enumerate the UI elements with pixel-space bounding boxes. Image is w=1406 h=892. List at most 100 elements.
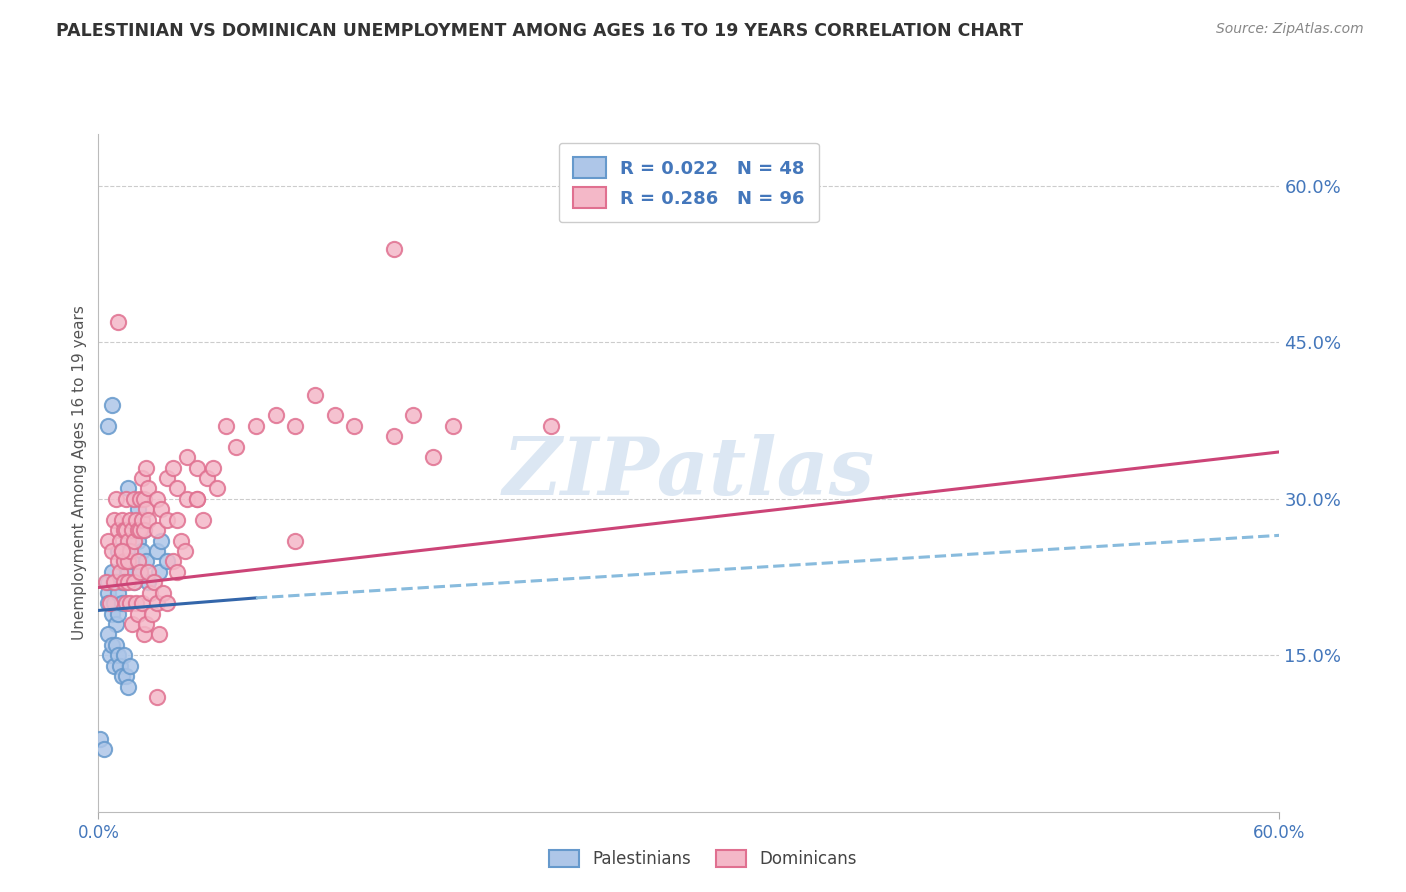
Legend: R = 0.022   N = 48, R = 0.286   N = 96: R = 0.022 N = 48, R = 0.286 N = 96 (558, 143, 820, 222)
Point (135, 460, 157, 475)
Point (156, 513, 179, 527)
Point (441, 418, 464, 433)
Point (107, 554, 129, 568)
Point (402, 409, 425, 423)
Point (115, 491, 138, 506)
Point (103, 575, 125, 590)
Point (131, 544, 153, 558)
Point (107, 544, 129, 558)
Point (150, 502, 173, 516)
Point (128, 565, 150, 579)
Point (112, 523, 135, 537)
Point (205, 482, 228, 496)
Point (422, 450, 444, 464)
Point (132, 627, 155, 641)
Point (122, 575, 145, 590)
Point (142, 575, 165, 590)
Point (284, 533, 307, 548)
Point (132, 523, 155, 537)
Point (131, 513, 153, 527)
Point (128, 523, 150, 537)
Point (105, 617, 128, 632)
Point (117, 482, 139, 496)
Point (107, 585, 129, 599)
Point (122, 491, 145, 506)
Point (117, 680, 139, 694)
Point (97, 596, 120, 610)
Point (225, 440, 247, 454)
Point (382, 429, 405, 443)
Point (127, 554, 149, 568)
Point (343, 418, 366, 433)
Point (136, 513, 159, 527)
Point (97, 575, 120, 590)
Point (148, 627, 170, 641)
Point (105, 638, 128, 652)
Point (156, 554, 179, 568)
Point (108, 658, 131, 673)
Point (111, 575, 134, 590)
Point (166, 513, 188, 527)
Point (118, 544, 141, 558)
Point (136, 565, 159, 579)
Point (112, 554, 135, 568)
Point (150, 533, 173, 548)
Point (121, 523, 143, 537)
Point (97, 585, 120, 599)
Point (117, 575, 139, 590)
Point (170, 533, 193, 548)
Point (112, 575, 135, 590)
Point (97, 533, 120, 548)
Point (264, 409, 287, 423)
Point (122, 533, 145, 548)
Point (115, 523, 138, 537)
Point (304, 387, 326, 401)
Point (176, 450, 198, 464)
Point (121, 617, 143, 632)
Point (101, 607, 124, 621)
Point (128, 491, 150, 506)
Point (127, 607, 149, 621)
Point (215, 418, 238, 433)
Point (128, 565, 150, 579)
Point (93, 742, 115, 756)
Point (186, 491, 208, 506)
Point (146, 690, 169, 704)
Point (98, 648, 121, 663)
Point (195, 471, 218, 485)
Point (97, 627, 120, 641)
Point (152, 585, 174, 599)
Point (105, 575, 128, 590)
Point (101, 638, 124, 652)
Point (112, 648, 135, 663)
Point (132, 523, 155, 537)
Point (146, 544, 169, 558)
Point (103, 513, 125, 527)
Point (111, 596, 134, 610)
Point (127, 533, 149, 548)
Point (111, 669, 134, 683)
Point (115, 575, 138, 590)
Point (162, 554, 184, 568)
Point (146, 596, 169, 610)
Point (323, 409, 346, 423)
Point (135, 502, 157, 516)
Point (101, 565, 124, 579)
Y-axis label: Unemployment Among Ages 16 to 19 years: Unemployment Among Ages 16 to 19 years (72, 305, 87, 640)
Text: Source: ZipAtlas.com: Source: ZipAtlas.com (1216, 22, 1364, 37)
Point (166, 482, 188, 496)
Point (156, 471, 179, 485)
Point (156, 596, 179, 610)
Point (117, 565, 139, 579)
Point (101, 544, 124, 558)
Point (186, 460, 208, 475)
Point (540, 418, 562, 433)
Point (115, 669, 138, 683)
Point (186, 491, 208, 506)
Point (105, 491, 128, 506)
Point (127, 502, 149, 516)
Point (107, 607, 129, 621)
Point (122, 575, 145, 590)
Point (166, 565, 188, 579)
Point (174, 544, 197, 558)
